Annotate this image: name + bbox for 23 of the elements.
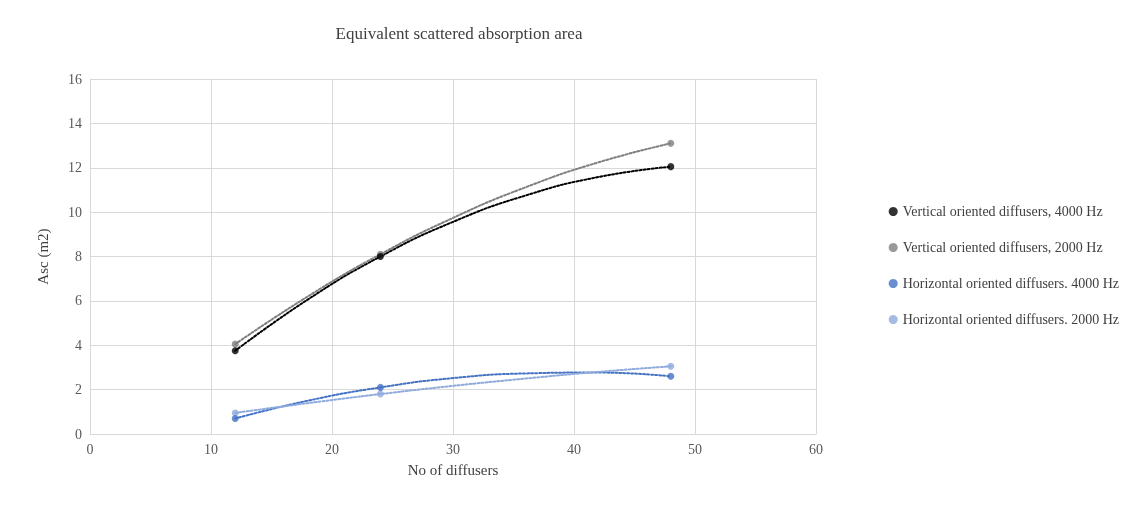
- legend-label: Vertical oriented diffusers, 2000 Hz: [902, 240, 1103, 255]
- y-tick-label: 16: [68, 71, 82, 87]
- x-tick-label: 60: [809, 441, 823, 457]
- legend-label: Horizontal oriented diffusers. 4000 Hz: [902, 276, 1119, 291]
- y-tick-label: 8: [75, 249, 82, 264]
- x-tick-label: 0: [86, 441, 94, 457]
- y-tick-label: 6: [75, 293, 82, 309]
- y-tick-label: 4: [75, 337, 82, 353]
- x-tick-label: 50: [688, 441, 702, 457]
- chart-title: Equivalent scattered absorption area: [335, 24, 583, 43]
- x-tick-label: 30: [446, 441, 460, 457]
- legend-label: Vertical oriented diffusers, 4000 Hz: [902, 204, 1103, 219]
- y-tick-label: 12: [68, 160, 82, 176]
- legend-label: Horizontal oriented diffusers. 2000 Hz: [902, 312, 1119, 327]
- x-axis-title: No of diffusers: [407, 461, 499, 478]
- y-tick-label: 2: [75, 382, 82, 398]
- y-tick-label: 14: [68, 115, 82, 131]
- y-tick-label: 10: [68, 204, 82, 220]
- y-tick-label: 0: [75, 426, 82, 442]
- x-tick-label: 10: [204, 441, 218, 457]
- x-tick-label: 20: [325, 441, 339, 457]
- x-tick-label: 40: [567, 441, 581, 457]
- y-axis-title: Asc (m2): [34, 228, 52, 285]
